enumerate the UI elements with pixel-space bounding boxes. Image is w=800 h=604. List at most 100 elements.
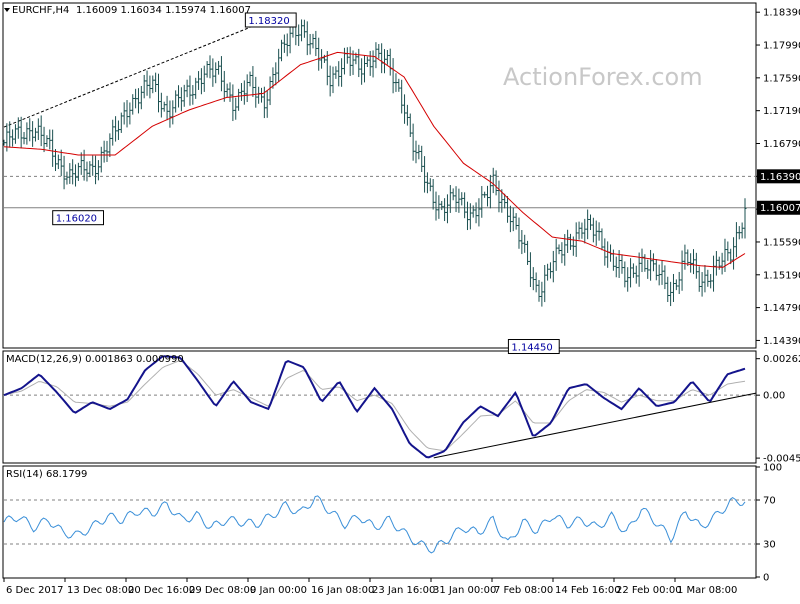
price-bar (91, 155, 95, 176)
price-axis-label: 1.15590 (763, 237, 800, 248)
price-bar (211, 58, 215, 87)
price-bar (657, 264, 661, 286)
price-axis-label: 1.16790 (763, 139, 800, 150)
price-bar (431, 178, 435, 210)
price-bar (503, 193, 507, 209)
price-bar (22, 131, 26, 145)
price-bar (139, 85, 143, 110)
price-bar (314, 30, 318, 57)
price-bar (403, 94, 407, 124)
macd-axis-label: 0.00262 (763, 354, 800, 365)
price-bar (494, 170, 498, 196)
price-bar (174, 90, 178, 113)
price-bar (591, 217, 595, 243)
price-bar (202, 65, 206, 92)
price-bar (437, 195, 441, 219)
price-hlines (4, 175, 756, 209)
price-bar (651, 253, 655, 272)
price-bar (540, 281, 544, 307)
price-bar (94, 155, 98, 185)
price-bar (122, 102, 126, 125)
price-bar (526, 240, 530, 265)
price-bar (732, 237, 736, 270)
price-bar (589, 214, 593, 231)
price-bar (703, 265, 707, 293)
price-annotation-box (244, 12, 297, 28)
price-bar (623, 261, 627, 288)
price-bar (405, 104, 409, 126)
price-bar (328, 65, 332, 97)
price-bar (508, 205, 512, 233)
price-bar (62, 155, 66, 190)
macd-signal-line (3, 360, 746, 452)
macd-pane: 0.00262 0.00 -0.00452 (3, 354, 800, 465)
price-bar (577, 221, 581, 240)
price-bar (74, 164, 78, 187)
price-bar (729, 248, 733, 265)
price-annotation-text: 1.16020 (56, 214, 97, 225)
price-bar (537, 280, 541, 302)
price-bar (654, 258, 658, 281)
price-bar (680, 250, 684, 291)
price-bar (697, 266, 701, 292)
symbol-dropdown-icon[interactable] (4, 8, 10, 12)
price-bar (308, 33, 312, 55)
price-bar (385, 49, 389, 65)
price-bar (197, 71, 201, 90)
price-bar (162, 101, 166, 112)
price-bar (194, 77, 198, 99)
price-bar (743, 198, 747, 239)
time-axis-label: 7 Feb 08:00 (494, 585, 553, 596)
price-bar (51, 129, 55, 167)
price-bar (251, 66, 255, 97)
price-bar (471, 205, 475, 218)
price-bar (285, 33, 289, 57)
price-bar (168, 100, 172, 128)
price-axis-label: 1.15190 (763, 270, 800, 281)
price-bar (428, 178, 432, 192)
price-bar (331, 66, 335, 94)
rsi-axis-label: 0 (763, 573, 769, 584)
macd-trendline (433, 392, 757, 459)
price-annotation: 1.16020 (52, 210, 104, 226)
price-bar (239, 83, 243, 101)
price-bar (28, 118, 32, 142)
price-bar (400, 79, 404, 114)
price-bar (33, 127, 37, 142)
price-bar (463, 192, 467, 219)
price-bar (348, 46, 352, 76)
macd-pane-frame (2, 350, 757, 464)
price-bar (468, 203, 472, 230)
price-bar (477, 198, 481, 227)
price-bar (700, 272, 704, 297)
price-bar (111, 119, 115, 146)
price-bar (546, 263, 550, 281)
price-bar (136, 88, 140, 114)
price-bar (105, 140, 109, 162)
price-bar (340, 58, 344, 87)
price-bar (523, 234, 527, 253)
price-bar (125, 100, 129, 128)
price-bar (483, 191, 487, 198)
price-bar (445, 194, 449, 224)
price-bar (25, 122, 29, 145)
price-annotation-text: 1.18320 (248, 16, 289, 27)
time-axis-label: 6 Dec 2017 (6, 585, 64, 596)
price-bar (574, 222, 578, 257)
rsi-title: RSI(14) 68.1799 (6, 469, 87, 480)
price-bar (368, 50, 372, 76)
price-bar (671, 273, 675, 302)
price-bar (242, 80, 246, 105)
price-bar (188, 75, 192, 106)
price-bar (594, 220, 598, 246)
price-bar (423, 156, 427, 193)
price-bar (36, 118, 40, 140)
price-axis-label: 1.17990 (763, 41, 800, 52)
price-bar (228, 82, 232, 102)
price-bar (53, 149, 57, 172)
price-bar (191, 85, 195, 105)
price-bar (486, 185, 490, 207)
time-axis-label: 29 Dec 08:00 (189, 585, 256, 596)
